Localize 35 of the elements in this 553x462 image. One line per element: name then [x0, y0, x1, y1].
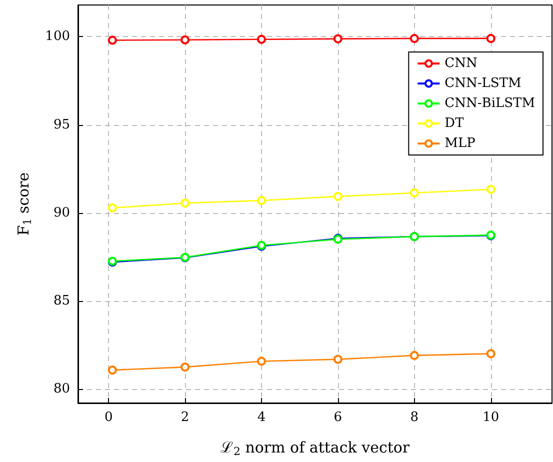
legend-label: CNN-BiLSTM — [444, 96, 536, 111]
point — [333, 354, 342, 364]
point — [486, 349, 496, 358]
point — [410, 188, 419, 198]
x-tick-label: 10 — [482, 410, 500, 425]
point — [486, 34, 496, 43]
legend-label: MLP — [444, 136, 476, 151]
y-tick-label: 85 — [53, 293, 70, 308]
y-tick-label: 95 — [53, 117, 70, 132]
y-tick-label: 80 — [53, 381, 70, 396]
point — [256, 356, 266, 366]
point — [180, 35, 190, 44]
point — [256, 34, 266, 44]
point — [410, 34, 419, 43]
point — [108, 203, 117, 212]
x-tick-label: 4 — [257, 410, 266, 425]
point — [333, 192, 342, 201]
y-tick-label: 90 — [53, 205, 70, 220]
y-tick-label: 100 — [45, 29, 70, 44]
point — [256, 196, 266, 205]
point — [180, 198, 190, 208]
point — [180, 362, 190, 372]
x-tick-label: 8 — [410, 410, 419, 425]
point — [410, 350, 419, 360]
point — [108, 36, 117, 45]
x-tick-label: 6 — [334, 410, 342, 425]
x-tick-label: 2 — [180, 410, 190, 425]
point — [108, 366, 117, 375]
x-tick-label: 0 — [104, 410, 113, 425]
point — [486, 184, 496, 194]
legend-label: CNN-LSTM — [444, 76, 522, 91]
point — [333, 34, 342, 44]
legend-label: CNN — [444, 56, 478, 71]
legend-label: DT — [444, 116, 464, 131]
y-axis-title: F1 score — [14, 172, 34, 236]
